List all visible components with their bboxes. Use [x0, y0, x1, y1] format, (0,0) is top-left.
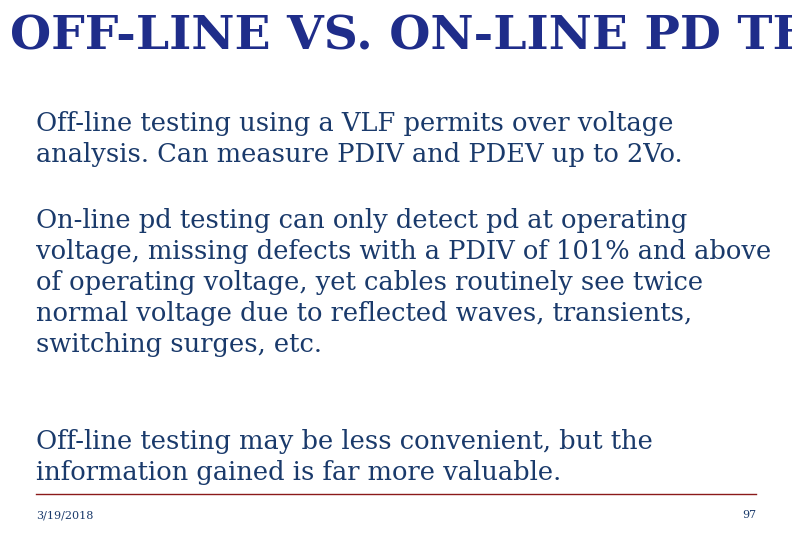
Text: On-line pd testing can only detect pd at operating
voltage, missing defects with: On-line pd testing can only detect pd at…: [36, 208, 771, 357]
Text: Off-line testing using a VLF permits over voltage
analysis. Can measure PDIV and: Off-line testing using a VLF permits ove…: [36, 111, 682, 167]
Text: OFF-LINE VS. ON-LINE PD TESTING: OFF-LINE VS. ON-LINE PD TESTING: [10, 14, 792, 59]
Text: 3/19/2018: 3/19/2018: [36, 510, 93, 521]
Text: Off-line testing may be less convenient, but the
information gained is far more : Off-line testing may be less convenient,…: [36, 429, 653, 485]
Text: 97: 97: [742, 510, 756, 521]
